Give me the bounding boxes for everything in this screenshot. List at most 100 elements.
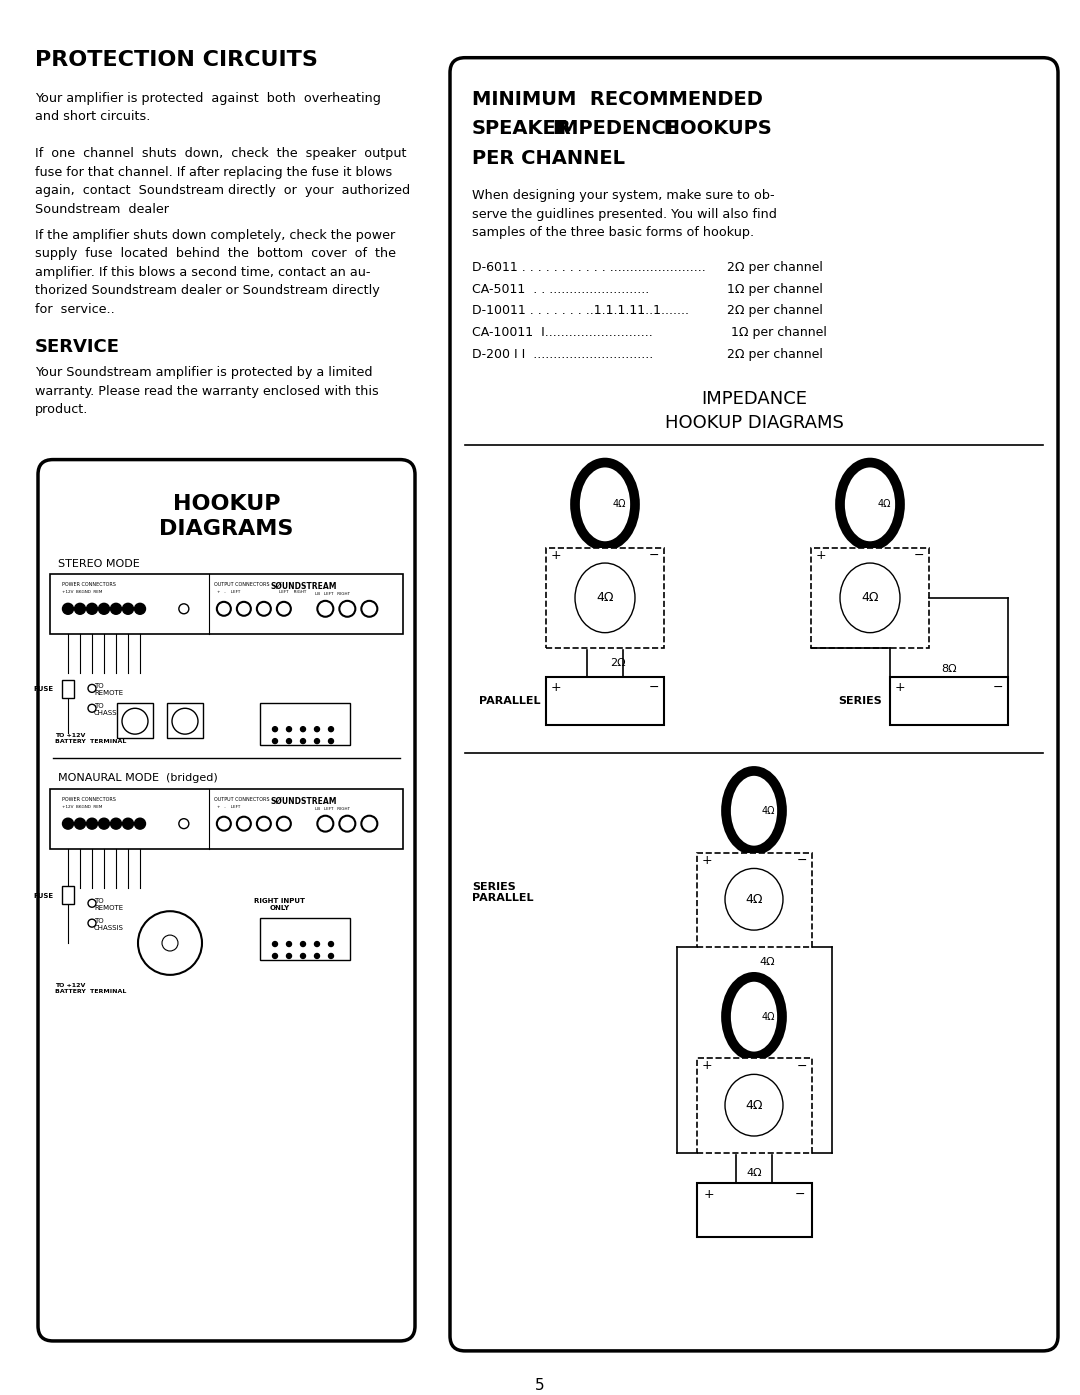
Text: 4Ω: 4Ω [613, 499, 626, 509]
Text: 4Ω: 4Ω [745, 1099, 762, 1112]
Circle shape [286, 738, 292, 744]
Bar [167, 703, 203, 738]
Text: TO +12V
BATTERY  TERMINAL: TO +12V BATTERY TERMINAL [55, 734, 126, 744]
Text: +: + [815, 550, 826, 562]
Circle shape [122, 819, 134, 829]
Text: Your Soundstream amplifier is protected by a limited
warranty. Please read the w: Your Soundstream amplifier is protected … [35, 365, 379, 416]
Text: 4Ω: 4Ω [861, 591, 879, 604]
Text: CA-5011  . . .........................: CA-5011 . . ......................... [472, 283, 649, 296]
Text: IMPEDENCE: IMPEDENCE [552, 120, 679, 138]
Text: D-10011 . . . . . . . ..1.1.1.11..1.......: D-10011 . . . . . . . ..1.1.1.11..1.....… [472, 304, 689, 318]
Text: 2Ω per channel: 2Ω per channel [727, 261, 823, 273]
Circle shape [272, 942, 278, 947]
Text: −: − [914, 550, 924, 562]
Circle shape [122, 603, 134, 614]
Circle shape [300, 942, 306, 947]
Text: CA-10011  I...........................: CA-10011 I........................... [472, 326, 652, 339]
Circle shape [86, 819, 97, 829]
Circle shape [86, 603, 97, 614]
Text: 1Ω per channel: 1Ω per channel [727, 283, 823, 296]
Text: +   -    LEFT: + - LEFT [217, 590, 240, 594]
Text: TO +12V
BATTERY  TERMINAL: TO +12V BATTERY TERMINAL [55, 983, 126, 993]
Text: +12V  BKGND  REM: +12V BKGND REM [62, 805, 103, 809]
Text: D-200 I I  ..............................: D-200 I I .............................. [472, 349, 653, 361]
Text: POWER CONNECTORS: POWER CONNECTORS [62, 797, 116, 802]
Text: TO
CHASSIS: TO CHASSIS [94, 703, 124, 716]
Text: RIGHT INPUT
ONLY: RIGHT INPUT ONLY [255, 898, 306, 911]
Text: POWER CONNECTORS: POWER CONNECTORS [62, 582, 116, 587]
Ellipse shape [840, 463, 900, 545]
Text: −: − [993, 681, 1003, 695]
Text: Your amplifier is protected  against  both  overheating
and short circuits.: Your amplifier is protected against both… [35, 92, 381, 123]
Text: 4Ω: 4Ω [759, 957, 774, 967]
Text: 4Ω: 4Ω [745, 893, 762, 905]
Circle shape [300, 954, 306, 958]
Text: −: − [795, 1187, 806, 1201]
Bar [811, 548, 929, 647]
Text: When designing your system, make sure to ob-
serve the guidlines presented. You : When designing your system, make sure to… [472, 188, 777, 239]
Text: IMPEDANCE: IMPEDANCE [701, 391, 807, 407]
Ellipse shape [840, 564, 900, 633]
Bar [117, 703, 153, 738]
Ellipse shape [726, 771, 782, 851]
Bar [697, 852, 812, 947]
FancyBboxPatch shape [450, 57, 1058, 1350]
Circle shape [328, 738, 334, 744]
Bar [697, 1183, 812, 1237]
Bar [546, 548, 664, 647]
Bar [260, 918, 350, 960]
Text: SERIES
PARALLEL: SERIES PARALLEL [472, 882, 534, 903]
Text: PARALLEL: PARALLEL [480, 696, 541, 706]
Text: 5: 5 [536, 1378, 544, 1392]
Circle shape [272, 954, 278, 958]
Text: If  one  channel  shuts  down,  check  the  speaker  output
fuse for that channe: If one channel shuts down, check the spe… [35, 148, 410, 216]
Circle shape [328, 942, 334, 947]
Circle shape [135, 819, 146, 829]
Text: STEREO MODE: STEREO MODE [58, 559, 139, 569]
Bar [890, 678, 1008, 725]
Circle shape [286, 954, 292, 958]
Text: +: + [702, 854, 713, 866]
Circle shape [110, 603, 121, 614]
Text: 2Ω: 2Ω [610, 657, 625, 668]
Bar [697, 1059, 812, 1152]
Text: +: + [702, 1059, 713, 1073]
Text: SERVICE: SERVICE [35, 338, 120, 356]
Text: If the amplifier shuts down completely, check the power
supply  fuse  located  b: If the amplifier shuts down completely, … [35, 229, 396, 315]
Text: 8Ω: 8Ω [941, 664, 957, 674]
Text: DIAGRAMS: DIAGRAMS [160, 519, 294, 540]
Bar [62, 681, 75, 699]
Text: OUTPUT CONNECTORS: OUTPUT CONNECTORS [214, 582, 269, 587]
Circle shape [314, 954, 320, 958]
Ellipse shape [575, 463, 635, 545]
Text: HOOKUP DIAGRAMS: HOOKUP DIAGRAMS [664, 414, 843, 432]
Text: SØUNDSTREAM: SØUNDSTREAM [271, 797, 337, 806]
Text: 1Ω per channel: 1Ω per channel [727, 326, 827, 339]
Ellipse shape [725, 869, 783, 930]
Text: PROTECTION CIRCUITS: PROTECTION CIRCUITS [35, 50, 318, 70]
Text: −: − [797, 1059, 807, 1073]
Text: FUSE: FUSE [33, 686, 54, 692]
Circle shape [300, 738, 306, 744]
Text: +: + [551, 550, 562, 562]
Circle shape [328, 727, 334, 731]
Text: 4Ω: 4Ω [596, 591, 613, 604]
Text: +12V  BKGND  REM: +12V BKGND REM [62, 590, 103, 594]
Text: +: + [551, 681, 562, 695]
Text: HOOKUP: HOOKUP [173, 494, 280, 515]
Circle shape [314, 942, 320, 947]
Circle shape [314, 738, 320, 744]
Text: +: + [894, 681, 905, 695]
Circle shape [98, 603, 109, 614]
Text: LB   LEFT   RIGHT: LB LEFT RIGHT [314, 806, 350, 810]
Text: MINIMUM  RECOMMENDED: MINIMUM RECOMMENDED [472, 89, 762, 109]
Circle shape [300, 727, 306, 731]
Circle shape [272, 738, 278, 744]
Bar [546, 678, 664, 725]
Text: +   -    LEFT: + - LEFT [217, 805, 240, 809]
Text: LB   LEFT   RIGHT: LB LEFT RIGHT [314, 591, 350, 596]
Text: +: + [704, 1187, 714, 1201]
Circle shape [286, 942, 292, 947]
Text: OUTPUT CONNECTORS: OUTPUT CONNECTORS [214, 797, 269, 802]
Circle shape [314, 727, 320, 731]
